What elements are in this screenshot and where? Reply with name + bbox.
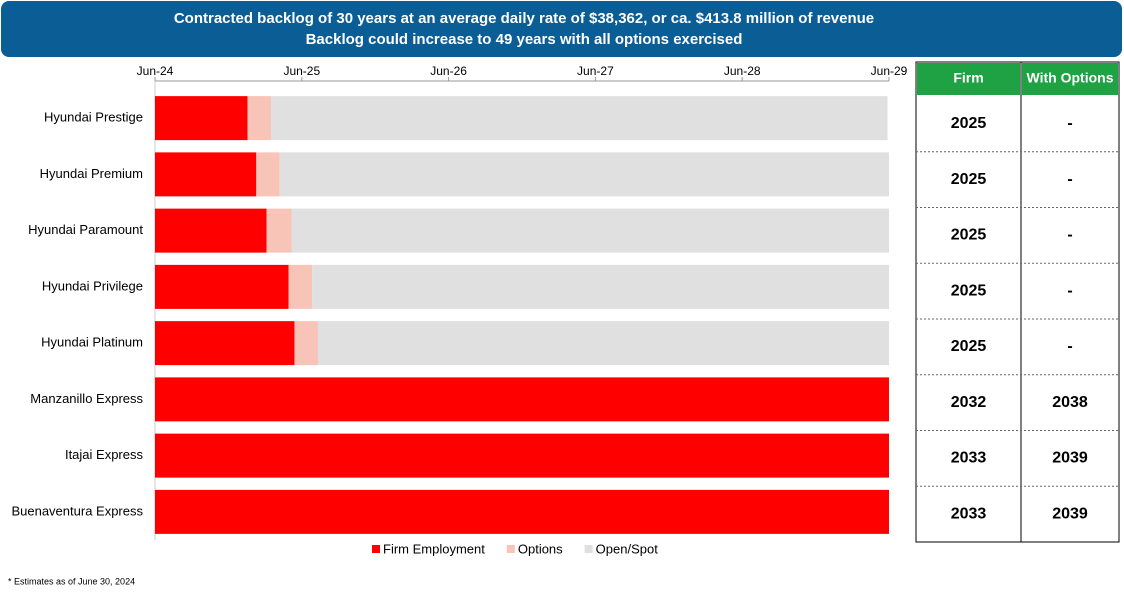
y-tick-label: Itajai Express xyxy=(65,447,144,462)
x-tick-label: Jun-25 xyxy=(283,64,320,78)
table-cell: 2025 xyxy=(951,171,987,188)
y-tick-label: Manzanillo Express xyxy=(30,391,143,406)
table-cell: - xyxy=(1067,171,1072,188)
table-header-cell xyxy=(917,63,1020,95)
x-tick-label: Jun-24 xyxy=(137,64,174,78)
bar-segment xyxy=(270,96,888,141)
table-frame xyxy=(915,61,1120,543)
y-tick-label: Buenaventura Express xyxy=(11,503,143,518)
banner xyxy=(1,1,1122,57)
y-tick-label: Hyundai Premium xyxy=(40,166,143,181)
bar-segment xyxy=(155,264,289,309)
table-cell: 2039 xyxy=(1052,450,1088,467)
y-tick-label: Hyundai Platinum xyxy=(41,335,143,350)
table-cell: 2033 xyxy=(951,505,987,522)
table-cell: 2033 xyxy=(951,450,987,467)
x-tick-label: Jun-27 xyxy=(577,64,614,78)
table-cell: 2025 xyxy=(951,338,987,355)
bar-segment xyxy=(288,264,313,309)
table-cell: 2025 xyxy=(951,227,987,244)
bar-segment xyxy=(294,321,318,366)
bar-segment xyxy=(155,489,889,534)
bar-segment xyxy=(155,96,248,141)
y-tick-label: Hyundai Privilege xyxy=(42,278,143,293)
table-cell: 2038 xyxy=(1052,394,1088,411)
table-cell: 2025 xyxy=(951,282,987,299)
legend-swatch xyxy=(372,545,380,553)
bar-segment xyxy=(279,152,889,197)
bar-segment xyxy=(266,208,292,253)
table-cell: - xyxy=(1067,282,1072,299)
legend-label: Firm Employment xyxy=(383,541,485,556)
legend-swatch xyxy=(506,545,515,553)
footnote: * Estimates as of June 30, 2024 xyxy=(8,576,135,586)
bar-segment xyxy=(155,321,295,366)
bar-segment xyxy=(317,321,889,366)
bar-segment xyxy=(291,208,889,253)
x-tick-label: Jun-26 xyxy=(430,64,467,78)
banner-title: Contracted backlog of 30 years at an ave… xyxy=(174,10,874,27)
bar-segment xyxy=(312,264,889,309)
legend-swatch xyxy=(584,545,593,553)
table-cell: - xyxy=(1067,338,1072,355)
y-tick-label: Hyundai Paramount xyxy=(28,222,143,237)
table-cell: - xyxy=(1067,227,1072,244)
banner-subtitle: Backlog could increase to 49 years with … xyxy=(306,31,743,48)
y-tick-label: Hyundai Prestige xyxy=(44,110,143,125)
table-header-cell xyxy=(1022,63,1118,95)
bar-segment xyxy=(247,96,271,141)
legend-label: Options xyxy=(518,541,563,556)
table-cell: 2039 xyxy=(1052,505,1088,522)
x-tick-label: Jun-28 xyxy=(724,64,761,78)
bar-segment xyxy=(155,433,889,478)
x-tick-label: Jun-29 xyxy=(871,64,908,78)
table-cell: 2032 xyxy=(951,394,987,411)
table-cell: - xyxy=(1067,115,1072,132)
bar-segment xyxy=(256,152,280,197)
table-header: Firm xyxy=(953,70,983,86)
table-cell: 2025 xyxy=(951,115,987,132)
bar-segment xyxy=(155,377,889,422)
table-header: With Options xyxy=(1027,70,1114,86)
legend-label: Open/Spot xyxy=(596,541,659,556)
bar-segment xyxy=(155,208,267,253)
bar-segment xyxy=(155,152,257,197)
